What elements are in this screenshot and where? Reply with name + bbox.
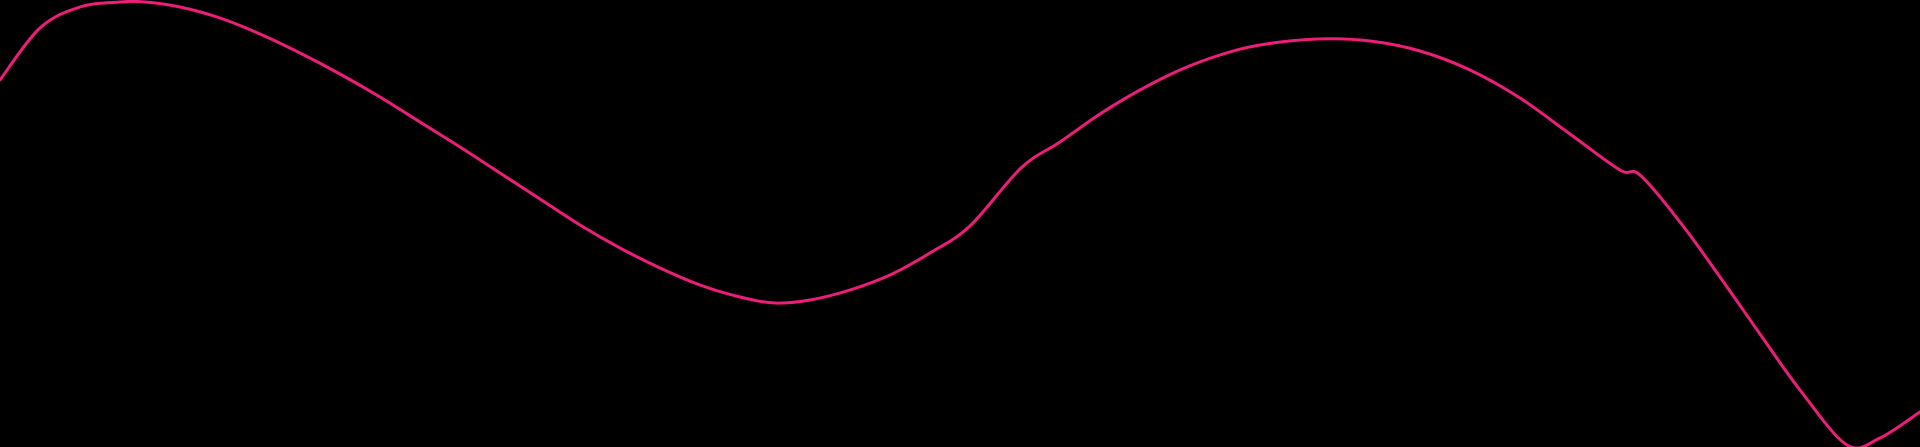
chart-background [0,0,1920,447]
chart-canvas [0,0,1920,447]
line-chart [0,0,1920,447]
series-line-wave [0,0,1920,447]
series-group [0,0,1920,447]
